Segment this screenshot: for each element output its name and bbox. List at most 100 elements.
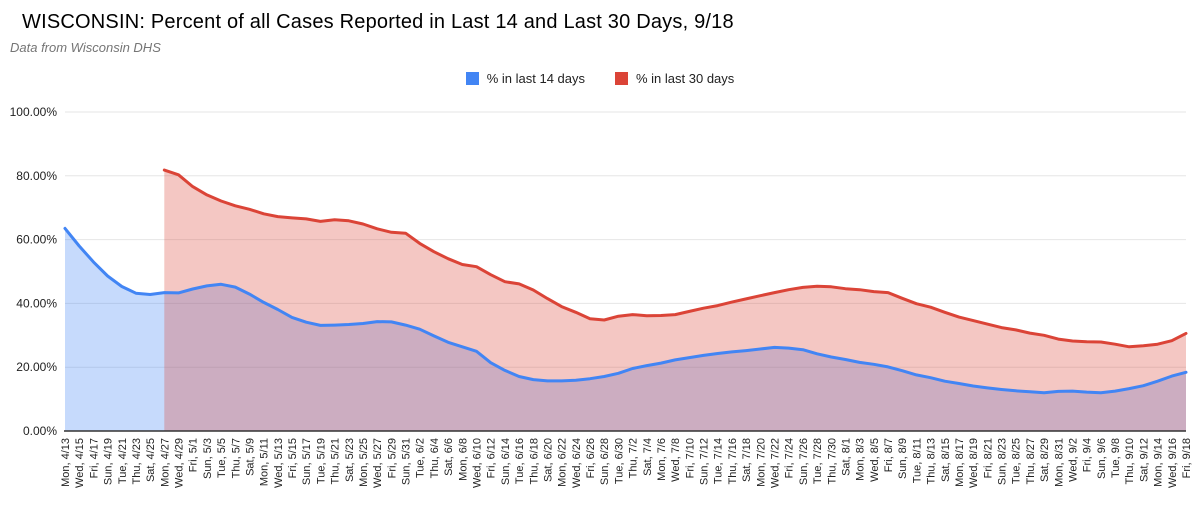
x-tick-label: Tue, 4/21 <box>117 438 129 484</box>
x-tick-label: Mon, 4/27 <box>159 438 171 487</box>
x-tick-label: Thu, 5/7 <box>230 438 242 478</box>
series-area-0 <box>65 228 1186 431</box>
x-tick-label: Thu, 7/30 <box>826 438 838 484</box>
x-tick-label: Sat, 7/4 <box>642 438 654 476</box>
y-tick-label: 100.00% <box>10 105 58 119</box>
y-tick-label: 60.00% <box>16 233 57 247</box>
x-tick-label: Sun, 7/26 <box>798 438 810 485</box>
x-tick-label: Sun, 4/19 <box>103 438 115 485</box>
x-tick-label: Fri, 8/21 <box>982 438 994 478</box>
legend: % in last 14 days % in last 30 days <box>0 68 1200 88</box>
y-tick-label: 20.00% <box>16 360 57 374</box>
legend-swatch-red <box>615 71 628 85</box>
x-tick-label: Mon, 7/20 <box>755 438 767 487</box>
legend-label: % in last 14 days <box>486 70 585 86</box>
x-tick-label: Thu, 4/23 <box>131 438 143 484</box>
x-tick-label: Thu, 9/10 <box>1124 438 1136 484</box>
x-tick-label: Thu, 6/18 <box>528 438 540 484</box>
x-tick-label: Wed, 8/5 <box>869 438 881 482</box>
x-tick-label: Sun, 7/12 <box>699 438 711 485</box>
legend-item-last-30-days[interactable]: % in last 30 days <box>615 71 734 86</box>
x-tick-label: Sun, 5/17 <box>301 438 313 485</box>
legend-item-last-14-days[interactable]: % in last 14 days <box>465 70 585 86</box>
x-tick-label: Sat, 5/9 <box>244 438 256 476</box>
x-tick-label: Tue, 6/16 <box>514 438 526 484</box>
y-tick-label: 80.00% <box>16 169 57 183</box>
x-tick-label: Fri, 4/17 <box>88 438 100 478</box>
x-tick-label: Fri, 6/26 <box>585 438 597 478</box>
x-tick-label: Sat, 7/18 <box>741 438 753 482</box>
x-tick-label: Fri, 5/1 <box>188 438 200 472</box>
x-tick-label: Wed, 7/22 <box>769 438 781 488</box>
x-tick-label: Sun, 6/14 <box>500 438 512 485</box>
series-line-0 <box>63 226 1188 395</box>
x-tick-label: Wed, 5/27 <box>372 438 384 488</box>
x-tick-label: Sat, 4/25 <box>145 438 157 482</box>
x-tick-label: Tue, 9/8 <box>1110 438 1122 478</box>
x-tick-label: Wed, 7/8 <box>670 438 682 482</box>
legend-label: % in last 30 days <box>636 70 735 86</box>
x-tick-label: Mon, 8/3 <box>855 438 867 481</box>
x-tick-label: Sun, 8/9 <box>897 438 909 479</box>
legend-swatch-blue <box>465 71 479 85</box>
x-tick-label: Sun, 5/31 <box>401 438 413 485</box>
x-tick-label: Tue, 7/14 <box>713 438 725 484</box>
x-tick-label: Tue, 5/5 <box>216 438 228 478</box>
x-tick-label: Fri, 7/10 <box>684 438 696 478</box>
x-tick-label: Sat, 8/1 <box>840 438 852 476</box>
x-tick-label: Tue, 8/25 <box>1011 438 1023 484</box>
x-tick-label: Wed, 6/10 <box>472 438 484 488</box>
x-tick-label: Fri, 9/4 <box>1082 438 1094 472</box>
x-tick-label: Sat, 6/6 <box>443 438 455 476</box>
x-tick-label: Wed, 6/24 <box>571 438 583 488</box>
x-tick-label: Mon, 8/31 <box>1053 438 1065 487</box>
x-tick-label: Mon, 7/6 <box>656 438 668 481</box>
x-tick-label: Fri, 8/7 <box>883 438 895 472</box>
series-area-1 <box>164 170 1187 431</box>
x-tick-label: Sat, 6/20 <box>542 438 554 482</box>
x-tick-label: Mon, 8/17 <box>954 438 966 487</box>
x-tick-label: Thu, 7/16 <box>727 438 739 484</box>
y-tick-label: 40.00% <box>16 296 57 310</box>
x-tick-label: Mon, 5/25 <box>358 438 370 487</box>
x-tick-label: Wed, 9/16 <box>1167 438 1179 488</box>
x-tick-label: Fri, 5/15 <box>287 438 299 478</box>
x-tick-label: Fri, 6/12 <box>486 438 498 478</box>
chart-title: WISCONSIN: Percent of all Cases Reported… <box>22 11 734 33</box>
x-tick-label: Fri, 5/29 <box>386 438 398 478</box>
x-tick-label: Thu, 5/21 <box>330 438 342 484</box>
x-tick-label: Tue, 5/19 <box>315 438 327 484</box>
x-tick-label: Sun, 9/6 <box>1096 438 1108 479</box>
x-tick-label: Wed, 9/2 <box>1067 438 1079 482</box>
y-tick-label: 0.00% <box>23 424 57 438</box>
x-tick-label: Mon, 6/22 <box>557 438 569 487</box>
x-tick-label: Sat, 9/12 <box>1138 438 1150 482</box>
x-tick-label: Fri, 9/18 <box>1181 438 1193 478</box>
x-tick-label: Thu, 7/2 <box>628 438 640 478</box>
x-tick-label: Wed, 8/19 <box>968 438 980 488</box>
series-line-1 <box>162 168 1188 349</box>
x-tick-label: Tue, 7/28 <box>812 438 824 484</box>
x-tick-label: Tue, 8/11 <box>911 438 923 483</box>
x-tick-label: Wed, 5/13 <box>273 438 285 488</box>
x-tick-label: Thu, 6/4 <box>429 438 441 478</box>
x-tick-label: Sun, 8/23 <box>997 438 1009 485</box>
x-tick-label: Thu, 8/13 <box>926 438 938 484</box>
x-tick-label: Sat, 5/23 <box>344 438 356 482</box>
x-tick-label: Mon, 9/14 <box>1153 438 1165 487</box>
x-tick-label: Sat, 8/15 <box>940 438 952 482</box>
chart-subtitle: Data from Wisconsin DHS <box>10 40 161 55</box>
x-tick-label: Sat, 8/29 <box>1039 438 1051 482</box>
x-tick-label: Mon, 6/8 <box>457 438 469 481</box>
x-tick-label: Tue, 6/30 <box>613 438 625 484</box>
x-tick-label: Sun, 6/28 <box>599 438 611 485</box>
x-tick-label: Wed, 4/15 <box>74 438 86 488</box>
x-tick-label: Sun, 5/3 <box>202 438 214 479</box>
x-tick-label: Thu, 8/27 <box>1025 438 1037 484</box>
x-tick-label: Mon, 5/11 <box>259 438 271 486</box>
x-tick-label: Mon, 4/13 <box>60 438 72 487</box>
x-tick-label: Fri, 7/24 <box>784 438 796 478</box>
x-tick-label: Tue, 6/2 <box>415 438 427 478</box>
